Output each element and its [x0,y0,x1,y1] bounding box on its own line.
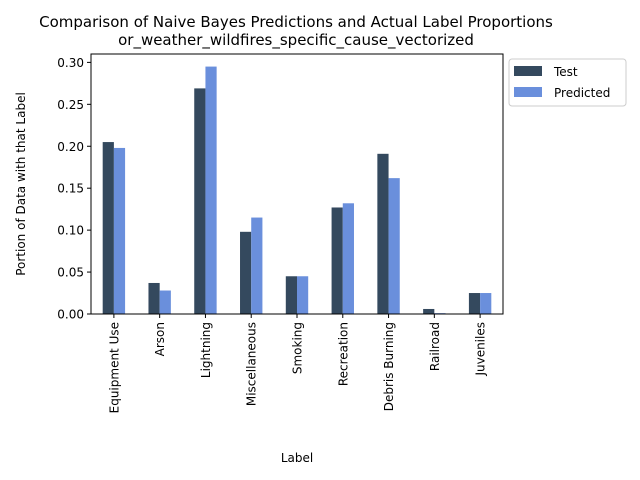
legend-label-predicted: Predicted [554,86,610,100]
y-tick-label: 0.25 [57,98,84,112]
y-tick-label: 0.00 [57,308,84,322]
y-axis-label: Portion of Data with that Label [14,92,28,276]
chart-subtitle: or_weather_wildfires_specific_cause_vect… [118,31,474,50]
chart-title: Comparison of Naive Bayes Predictions an… [39,13,553,31]
x-tick-label: Recreation [336,322,350,386]
bar-test-lightning [194,88,206,314]
y-tick-label: 0.15 [57,182,84,196]
x-tick-label: Smoking [291,322,305,374]
bar-predicted-miscellaneous [251,217,263,314]
bar-predicted-lightning [205,66,217,314]
bar-test-miscellaneous [240,231,252,314]
bar-test-arson [148,282,160,314]
x-tick-label: Arson [153,322,167,356]
bar-test-railroad [423,308,435,314]
x-tick-label: Debris Burning [382,322,396,411]
plot-frame [90,53,504,315]
x-axis: Equipment Use Arson Lightning Miscellaneous… [107,314,488,413]
bar-test-equipment-use [102,142,114,314]
y-axis: 0.00 0.05 0.10 0.15 0.20 0.25 0.30 [57,56,91,322]
legend-swatch-predicted [514,87,542,97]
bar-test-smoking [285,276,297,314]
x-tick-label: Juveniles [474,322,488,377]
y-tick-label: 0.10 [57,224,84,238]
bars-group [102,66,492,314]
x-tick-label: Lightning [199,322,213,378]
bar-predicted-juveniles [480,293,492,314]
bar-predicted-debris-burning [388,178,400,314]
bar-test-juveniles [468,293,481,314]
bar-predicted-equipment-use [113,147,126,314]
bar-predicted-smoking [297,276,309,314]
y-tick-label: 0.20 [57,140,84,154]
x-tick-label: Railroad [428,322,442,371]
bar-predicted-arson [159,290,171,314]
y-tick-label: 0.30 [57,56,84,70]
x-axis-label: Label [281,451,313,465]
x-tick-label: Miscellaneous [245,322,259,406]
bar-test-debris-burning [377,153,389,314]
legend: Test Predicted [508,58,627,107]
legend-swatch-test [514,66,542,76]
bar-test-recreation [331,207,343,314]
legend-label-test: Test [553,65,578,79]
y-tick-label: 0.05 [57,266,84,280]
bar-predicted-recreation [342,203,354,314]
x-tick-label: Equipment Use [107,322,121,413]
